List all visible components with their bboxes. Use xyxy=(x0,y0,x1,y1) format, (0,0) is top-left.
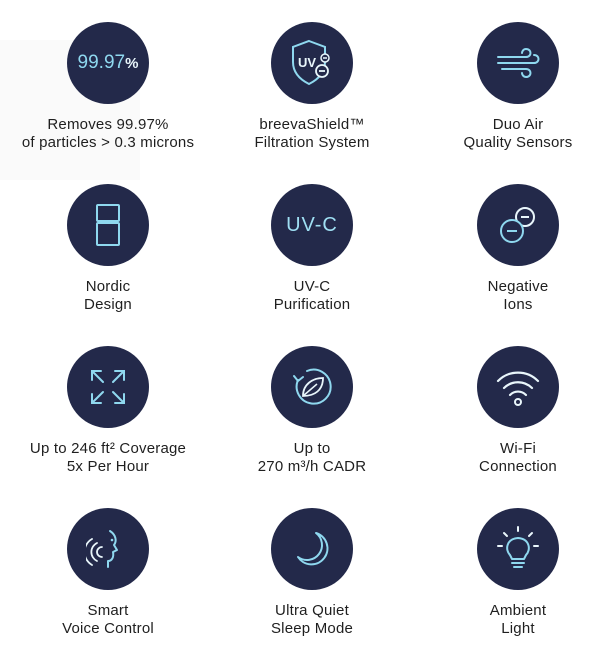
wifi-icon xyxy=(496,371,540,406)
label-line-2: Ions xyxy=(503,296,533,313)
light-bulb-icon xyxy=(477,508,559,590)
feature-uvc-purification: UV-C UV-C Purification xyxy=(212,184,412,314)
negative-ions-icon xyxy=(477,184,559,266)
label-line-1: breevaShield™ xyxy=(259,116,365,133)
purifier-outline-icon xyxy=(67,184,149,266)
label-line-1: Smart xyxy=(87,602,129,619)
label-line-1: Up to xyxy=(293,440,331,457)
leaf-cycle-icon xyxy=(293,368,332,405)
label-line-2: 270 m³/h CADR xyxy=(257,458,367,475)
label-line-1: Wi-Fi xyxy=(500,440,536,457)
feature-coverage: Up to 246 ft² Coverage 5x Per Hour xyxy=(8,346,208,476)
feature-nordic-design: Nordic Design xyxy=(8,184,208,314)
svg-text:UV: UV xyxy=(298,55,316,70)
wifi-icon xyxy=(477,346,559,428)
label-line-2: Voice Control xyxy=(62,620,154,637)
badge-unit: % xyxy=(125,55,139,72)
feature-label: Up to 270 m³/h CADR xyxy=(212,440,412,476)
wind-icon xyxy=(497,47,540,79)
voice-face-icon xyxy=(86,530,118,568)
label-line-1: Duo Air xyxy=(492,116,544,133)
label-line-2: Light xyxy=(501,620,535,637)
feature-cadr: Up to 270 m³/h CADR xyxy=(212,346,412,476)
feature-label: Ultra Quiet Sleep Mode xyxy=(212,602,412,638)
label-line-2: Quality Sensors xyxy=(463,134,573,151)
feature-label: Up to 246 ft² Coverage 5x Per Hour xyxy=(8,440,208,476)
feature-label: Nordic Design xyxy=(8,278,208,314)
feature-label: Negative Ions xyxy=(418,278,598,314)
feature-breevashield: UV breevaShield™ Filtration System xyxy=(212,22,412,152)
uv-shield-icon: UV xyxy=(271,22,353,104)
feature-filtration-efficiency: 99.97% Removes 99.97% of particles > 0.3… xyxy=(8,22,208,152)
feature-label: Removes 99.97% of particles > 0.3 micron… xyxy=(8,116,208,152)
expand-arrows-icon xyxy=(67,346,149,428)
wind-icon xyxy=(477,22,559,104)
moon-icon xyxy=(297,532,329,566)
feature-label: Smart Voice Control xyxy=(8,602,208,638)
label-line-2: Purification xyxy=(273,296,351,313)
feature-label: Ambient Light xyxy=(418,602,598,638)
purifier-outline-icon xyxy=(96,204,120,246)
uvc-badge-text: UV-C xyxy=(286,213,338,236)
label-line-1: Ultra Quiet xyxy=(275,602,349,619)
negative-ions-icon xyxy=(500,207,535,243)
percent-badge-icon: 99.97% xyxy=(67,22,149,104)
label-line-2: Sleep Mode xyxy=(270,620,354,637)
feature-negative-ions: Negative Ions xyxy=(418,184,598,314)
label-line-2: of particles > 0.3 microns xyxy=(21,134,195,151)
feature-label: breevaShield™ Filtration System xyxy=(212,116,412,152)
label-line-1: Up to 246 ft² Coverage xyxy=(29,440,187,457)
light-bulb-icon xyxy=(497,526,539,568)
feature-sleep-mode: Ultra Quiet Sleep Mode xyxy=(212,508,412,638)
leaf-cycle-icon xyxy=(271,346,353,428)
uv-shield-icon: UV xyxy=(292,39,330,86)
expand-arrows-icon xyxy=(91,370,125,404)
label-line-2: Connection xyxy=(479,458,557,475)
uvc-text-icon: UV-C xyxy=(271,184,353,266)
voice-face-icon xyxy=(67,508,149,590)
label-line-1: Removes 99.97% xyxy=(47,116,169,133)
label-line-1: Nordic xyxy=(85,278,131,295)
label-line-2: Filtration System xyxy=(254,134,370,151)
label-line-2: Design xyxy=(84,296,132,313)
feature-label: Wi-Fi Connection xyxy=(418,440,598,476)
feature-ambient-light: Ambient Light xyxy=(418,508,598,638)
feature-label: UV-C Purification xyxy=(212,278,412,314)
label-line-1: Ambient xyxy=(489,602,547,619)
label-line-2: 5x Per Hour xyxy=(66,458,150,475)
badge-value: 99.97 xyxy=(77,52,126,73)
feature-duo-air-sensors: Duo Air Quality Sensors xyxy=(418,22,598,152)
feature-voice-control: Smart Voice Control xyxy=(8,508,208,638)
label-line-1: UV-C xyxy=(293,278,331,295)
feature-label: Duo Air Quality Sensors xyxy=(418,116,598,152)
moon-icon xyxy=(271,508,353,590)
feature-wifi: Wi-Fi Connection xyxy=(418,346,598,476)
label-line-1: Negative xyxy=(487,278,549,295)
